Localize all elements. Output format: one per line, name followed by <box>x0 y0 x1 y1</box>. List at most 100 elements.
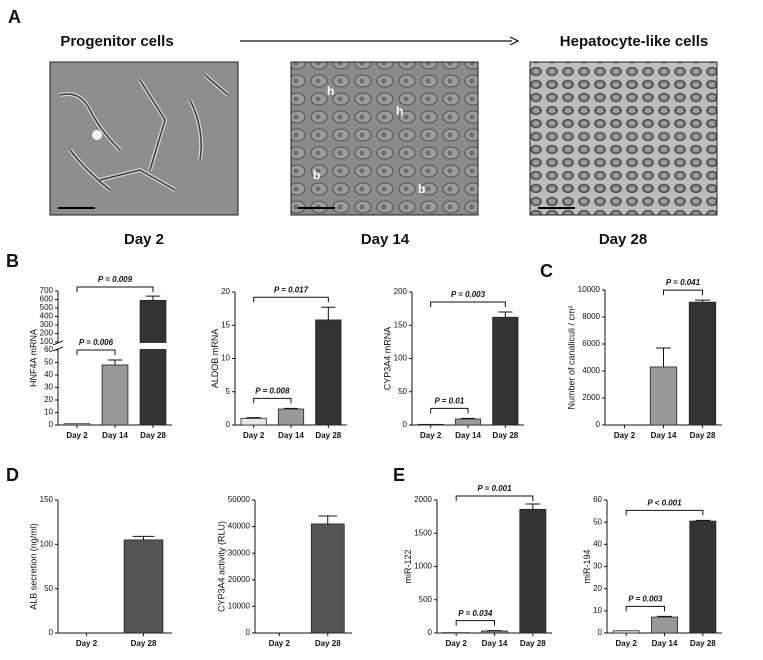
y-tick-label: 60 <box>593 495 602 504</box>
y-tick-label: 20000 <box>228 575 251 584</box>
y-tick-label: 40 <box>593 539 602 548</box>
y-tick-label: 40 <box>44 370 53 379</box>
p-value-label: P = 0.006 <box>79 338 114 347</box>
x-tick-label: Day 14 <box>651 431 677 440</box>
y-tick-label: 100 <box>40 539 54 548</box>
x-tick-label: Day 28 <box>315 431 341 440</box>
y-tick-label: 30 <box>44 383 53 392</box>
panel-letter: C <box>540 261 553 281</box>
p-value-label: P < 0.001 <box>647 499 682 508</box>
y-tick-label: 0 <box>49 420 54 429</box>
significance-bracket <box>663 289 703 296</box>
bar <box>688 301 717 426</box>
x-tick-label: Day 28 <box>131 639 157 648</box>
bar <box>612 630 640 634</box>
y-tick-label: 50 <box>44 358 53 367</box>
y-tick-label: 1500 <box>414 528 432 537</box>
y-tick-label: 500 <box>419 595 433 604</box>
x-tick-label: Day 14 <box>455 431 481 440</box>
significance-bracket <box>625 605 665 612</box>
x-tick-label: Day 2 <box>614 431 636 440</box>
bar <box>651 616 678 634</box>
y-tick-label: 600 <box>40 295 54 304</box>
error-bar <box>460 417 476 420</box>
bar <box>315 319 342 426</box>
image-caption: Day 28 <box>599 231 647 248</box>
y-tick-label: 0 <box>246 628 251 637</box>
y-tick-label: 10 <box>221 354 230 363</box>
x-tick-label: Day 14 <box>652 639 678 648</box>
y-tick-label: 60 <box>44 345 53 354</box>
y-tick-label: 500 <box>40 303 54 312</box>
y-tick-label: 15 <box>221 320 230 329</box>
x-tick-label: Day 2 <box>76 639 98 648</box>
y-axis-label: miR-194 <box>582 549 592 583</box>
significance-bracket <box>253 397 292 404</box>
y-tick-label: 0 <box>428 628 433 637</box>
bar <box>310 523 345 634</box>
x-tick-label: Day 28 <box>315 639 341 648</box>
error-bar <box>498 311 513 318</box>
x-tick-label: Day 2 <box>66 431 88 440</box>
error-bar <box>283 407 299 410</box>
bar <box>492 316 519 426</box>
y-tick-label: 150 <box>394 320 408 329</box>
y-tick-label: 0 <box>49 628 54 637</box>
significance-bracket <box>430 407 469 414</box>
significance-bracket <box>455 495 534 501</box>
y-tick-label: 50 <box>398 387 407 396</box>
x-tick-label: Day 14 <box>482 639 508 648</box>
y-tick-label: 2000 <box>414 495 432 504</box>
y-tick-label: 400 <box>40 312 54 321</box>
y-tick-label: 200 <box>40 329 54 338</box>
p-value-label: P = 0.017 <box>274 285 309 294</box>
y-tick-label: 8000 <box>582 312 600 321</box>
bar <box>519 508 547 634</box>
significance-bracket <box>625 509 704 516</box>
progression-end: Hepatocyte-like cells <box>560 33 708 50</box>
bar <box>101 364 129 426</box>
image-label: b <box>418 182 425 196</box>
micrograph <box>529 61 718 216</box>
y-tick-label: 50000 <box>228 495 251 504</box>
bar <box>139 299 167 426</box>
x-tick-label: Day 2 <box>420 431 442 440</box>
y-tick-label: 30 <box>593 562 602 571</box>
significance-bracket <box>253 296 329 303</box>
y-tick-label: 0 <box>596 420 601 429</box>
p-value-label: P = 0.009 <box>98 275 133 284</box>
error-bar <box>525 503 541 510</box>
error-bar <box>656 347 671 367</box>
error-bar <box>695 519 711 522</box>
y-tick-label: 100 <box>40 337 54 346</box>
micrograph <box>290 61 479 216</box>
panel-letter: D <box>6 465 19 485</box>
y-tick-label: 1000 <box>414 562 432 571</box>
image-label: h <box>396 104 403 118</box>
y-tick-label: 10 <box>593 606 602 615</box>
y-axis-label: CYP3A4 mRNA <box>383 327 393 391</box>
x-tick-label: Day 2 <box>243 431 265 440</box>
y-tick-label: 50 <box>44 584 53 593</box>
y-axis-label: miR-122 <box>403 549 413 583</box>
significance-bracket <box>455 620 495 626</box>
error-bar <box>318 515 337 524</box>
error-bar <box>145 295 161 301</box>
y-tick-label: 6000 <box>582 339 600 348</box>
y-tick-label: 20 <box>221 287 230 296</box>
p-value-label: P = 0.01 <box>434 396 464 405</box>
bar <box>240 417 267 426</box>
axis-break <box>54 342 172 349</box>
image-label: h <box>327 84 334 98</box>
error-bar <box>321 306 336 320</box>
y-tick-label: 20 <box>593 584 602 593</box>
bar <box>689 520 717 634</box>
y-tick-label: 700 <box>40 286 54 295</box>
y-tick-label: 0 <box>226 420 231 429</box>
bar <box>123 539 164 634</box>
x-tick-label: Day 28 <box>140 431 166 440</box>
image-label: b <box>313 168 320 182</box>
y-axis-label: ALDOB mRNA <box>210 329 220 389</box>
bar <box>277 408 305 426</box>
